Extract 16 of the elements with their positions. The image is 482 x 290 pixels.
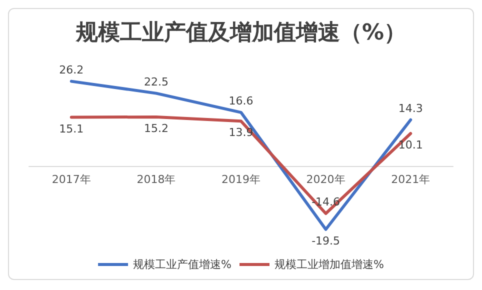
- data-label: -19.5: [312, 234, 340, 248]
- data-label: 22.5: [144, 75, 168, 88]
- legend-label: 规模工业增加值增速%: [274, 258, 384, 271]
- x-tick-label: 2017年: [52, 173, 91, 186]
- x-tick-label: 2021年: [391, 173, 430, 186]
- data-label: 15.1: [59, 122, 84, 136]
- chart-title: 规模工业产值及增加值增速（%）: [74, 20, 406, 46]
- x-tick-label: 2019年: [222, 173, 260, 186]
- legend-label: 规模工业产值增速%: [133, 258, 232, 271]
- data-label: 16.6: [228, 94, 254, 108]
- data-label: 15.2: [144, 122, 168, 135]
- data-label: 14.3: [398, 102, 423, 115]
- x-tick-label: 2018年: [136, 173, 176, 186]
- x-tick-label: 2020年: [306, 173, 346, 186]
- data-label: 26.2: [59, 63, 84, 76]
- data-label: 10.1: [398, 138, 423, 152]
